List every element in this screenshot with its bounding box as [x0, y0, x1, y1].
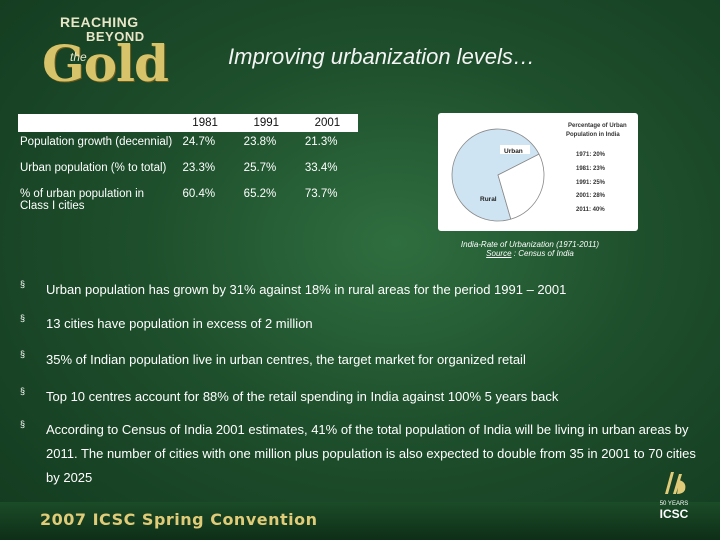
row-label: Population growth (decennial) [20, 136, 173, 148]
cell-value: 21.3% [304, 136, 338, 148]
logo-years: 50 YEARS [659, 501, 689, 507]
table-header-cell: 1991 [235, 114, 297, 132]
bullet-text: 35% of Indian population live in urban c… [46, 352, 526, 367]
logo-line-1: REACHING [60, 14, 139, 30]
bullet-mark: § [20, 279, 26, 289]
table-row: Population growth (decennial) 24.7% 23.8… [18, 132, 358, 158]
row-label: Urban population (% to total) [20, 162, 167, 174]
bullet-text: Urban population has grown by 31% agains… [46, 282, 567, 297]
urban-label: Urban [504, 148, 523, 155]
caption-source: Source : Census of India [450, 249, 610, 258]
bullet-text: According to Census of India 2001 estima… [46, 422, 696, 485]
table-row: % of urban population in Class I cities … [18, 184, 358, 222]
pie-legend-entry: 1981: 23% [576, 166, 606, 172]
logo-line-2: BEYOND [86, 29, 145, 44]
row-label: % of urban population in Class I cities [20, 188, 145, 212]
cell-value: 23.8% [243, 136, 277, 148]
table-header-row: 1981 1991 2001 [18, 114, 358, 132]
pie-caption: India-Rate of Urbanization (1971-2011) S… [450, 240, 610, 258]
cell-value: 60.4% [182, 188, 216, 200]
table-header-cell: 2001 [296, 114, 358, 132]
cell-value: 25.7% [243, 162, 277, 174]
pie-legend-entry: 2001: 28% [576, 193, 606, 199]
bullet-text: Top 10 centres account for 88% of the re… [46, 389, 559, 404]
table-header-cell: 1981 [174, 114, 236, 132]
bullet-mark: § [20, 419, 26, 429]
cell-value: 24.7% [182, 136, 216, 148]
bullet-text: 13 cities have population in excess of 2… [46, 316, 313, 331]
reaching-beyond-the-gold-logo: REACHING BEYOND Gold the [40, 14, 170, 92]
logo-the: the [70, 50, 87, 64]
table-row: Urban population (% to total) 23.3% 25.7… [18, 158, 358, 184]
pie-legend-entry: 1971: 20% [576, 152, 606, 158]
pie-title-line-1: Percentage of Urban [568, 123, 627, 129]
urbanization-pie-panel: Urban Rural Percentage of Urban Populati… [438, 113, 638, 231]
icsc-emblem-icon [665, 472, 686, 494]
slide-title: Improving urbanization levels… [228, 44, 535, 69]
urbanization-pie-chart: Urban Rural Percentage of Urban Populati… [451, 123, 627, 222]
bullet-mark: § [20, 386, 26, 396]
logo-name: ICSC [659, 507, 689, 521]
pie-title-line-2: Population in India [566, 132, 620, 138]
footer-convention-text: 2007 ICSC Spring Convention [40, 510, 318, 529]
source-text: : Census of India [513, 249, 574, 258]
pie-legend-entry: 2011: 40% [576, 207, 605, 213]
pie-legend-entry: 1991: 25% [576, 180, 606, 186]
bullet-mark: § [20, 349, 26, 359]
rural-label: Rural [480, 196, 497, 203]
caption-title: India-Rate of Urbanization (1971-2011) [460, 240, 600, 249]
icsc-50-years-logo: 50 YEARS ICSC [652, 470, 696, 532]
cell-value: 65.2% [243, 188, 277, 200]
urban-label-box [500, 145, 530, 154]
cell-value: 33.4% [304, 162, 338, 174]
footer-bar [0, 502, 720, 540]
bullet-mark: § [20, 313, 26, 323]
urbanization-table: 1981 1991 2001 Population growth (decenn… [18, 114, 358, 222]
table-header-cell [18, 114, 175, 132]
cell-value: 73.7% [304, 188, 338, 200]
source-label: Source [486, 249, 512, 258]
cell-value: 23.3% [182, 162, 216, 174]
pie-slice-urban [497, 153, 545, 220]
logo-gold: Gold [42, 34, 169, 93]
